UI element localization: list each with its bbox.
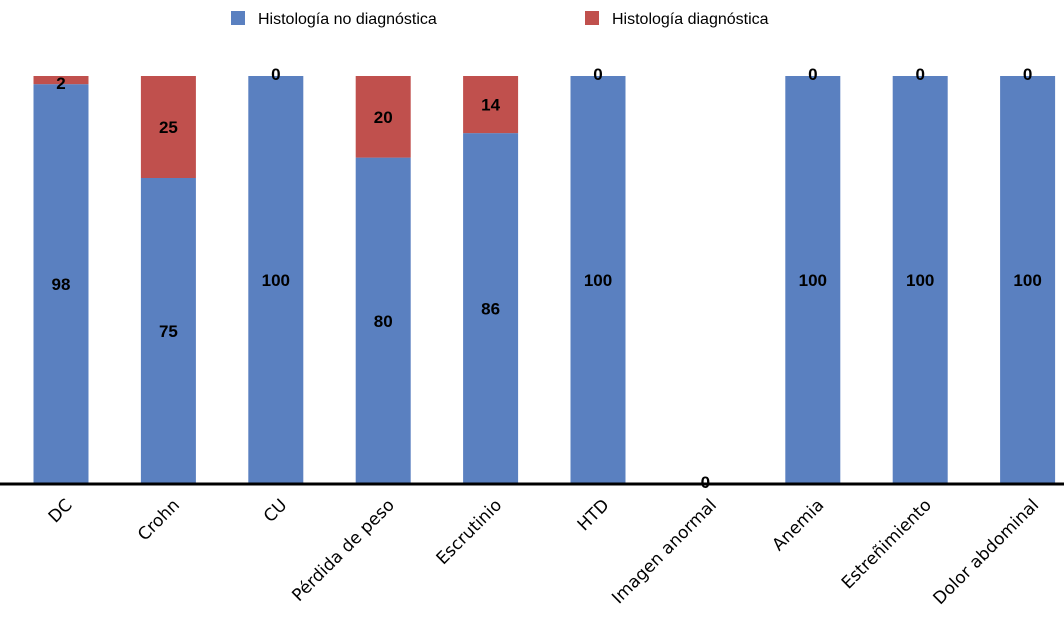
legend-swatch-histologia-diagnostica — [585, 11, 599, 25]
legend-swatch-histologia-no-diagnostica — [231, 11, 245, 25]
data-label-estrenimiento-no-diagnostica: 100 — [906, 271, 934, 290]
x-tick-estrenimiento: Estreñimiento — [838, 495, 936, 593]
x-tick-perdida-de-peso: Pérdida de peso — [288, 495, 398, 605]
data-label-dc-diagnostica: 2 — [56, 74, 65, 93]
data-label-cu-no-diagnostica: 100 — [262, 271, 290, 290]
legend-label-histologia-diagnostica: Histología diagnóstica — [612, 11, 769, 28]
x-tick-imagen-anormal: Imagen anormal — [608, 495, 721, 608]
data-label-perdida-de-peso-diagnostica: 20 — [374, 108, 393, 127]
data-label-imagen-anormal: 0 — [701, 473, 710, 492]
data-label-dolor-abdominal-diagnostica: 0 — [1023, 65, 1032, 84]
data-label-perdida-de-peso-no-diagnostica: 80 — [374, 312, 393, 331]
x-tick-htd: HTD — [574, 495, 614, 535]
x-tick-cu: CU — [260, 495, 291, 526]
legend-label-histologia-no-diagnostica: Histología no diagnóstica — [258, 11, 437, 28]
data-label-htd-diagnostica: 0 — [593, 65, 602, 84]
data-label-dc-no-diagnostica: 98 — [52, 275, 71, 294]
data-label-anemia-diagnostica: 0 — [808, 65, 817, 84]
bars — [34, 76, 1056, 484]
data-label-escrutinio-diagnostica: 14 — [481, 96, 500, 115]
x-tick-dolor-abdominal: Dolor abdominal — [930, 495, 1044, 609]
x-tick-anemia: Anemia — [769, 495, 829, 555]
x-tick-crohn: Crohn — [134, 495, 184, 545]
data-label-cu-diagnostica: 0 — [271, 65, 280, 84]
data-label-estrenimiento-diagnostica: 0 — [915, 65, 924, 84]
legend: Histología no diagnóstica Histología diag… — [231, 11, 769, 28]
data-label-crohn-no-diagnostica: 75 — [159, 322, 178, 341]
x-tick-dc: DC — [45, 495, 77, 527]
data-label-crohn-diagnostica: 25 — [159, 118, 178, 137]
data-label-escrutinio-no-diagnostica: 86 — [481, 300, 500, 319]
x-tick-escrutinio: Escrutinio — [433, 495, 507, 569]
data-label-anemia-no-diagnostica: 100 — [799, 271, 827, 290]
data-label-htd-no-diagnostica: 100 — [584, 271, 612, 290]
data-label-dolor-abdominal-no-diagnostica: 100 — [1013, 271, 1041, 290]
